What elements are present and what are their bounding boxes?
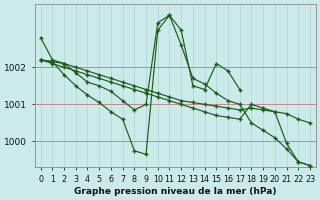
X-axis label: Graphe pression niveau de la mer (hPa): Graphe pression niveau de la mer (hPa): [74, 187, 276, 196]
